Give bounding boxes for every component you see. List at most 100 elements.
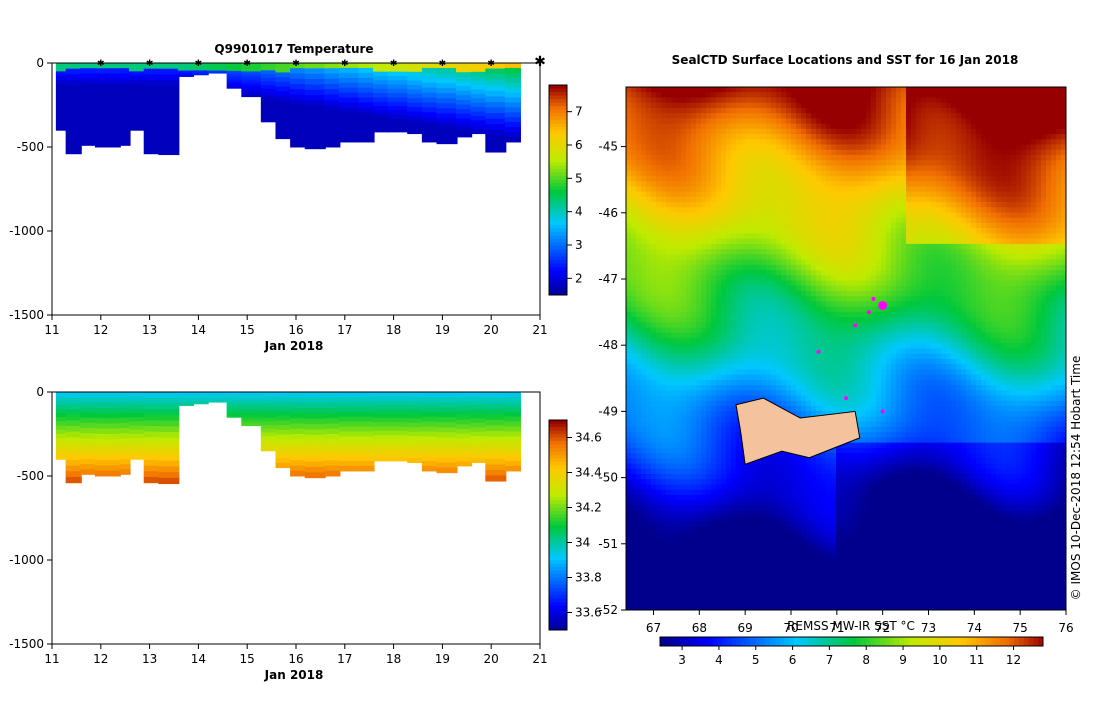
sst-cell: [906, 207, 911, 213]
sst-cell: [796, 213, 801, 219]
sst-cell: [1031, 296, 1036, 302]
sst-cell: [716, 97, 721, 103]
x-tick-label: 17: [337, 323, 352, 337]
sst-cell: [986, 176, 991, 182]
profile-cell: [388, 119, 409, 124]
sst-cell: [741, 155, 746, 161]
sst-cell: [781, 228, 786, 234]
sst-cell: [1041, 301, 1046, 307]
sst-cell: [906, 155, 911, 161]
sst-cell: [976, 171, 981, 177]
sst-cell: [936, 197, 941, 203]
sst-cell: [711, 202, 716, 208]
sst-cell: [666, 87, 671, 93]
sst-cell: [916, 239, 921, 245]
sst-cell: [736, 239, 741, 245]
sst-cell: [891, 291, 896, 297]
profile-cell: [422, 88, 438, 93]
profile-cell: [505, 431, 521, 436]
sst-cell: [776, 145, 781, 151]
sst-cell: [701, 87, 706, 93]
profile-cell: [324, 408, 340, 414]
sst-cell: [691, 171, 696, 177]
profile-cell: [456, 68, 472, 73]
sst-cell: [741, 197, 746, 203]
sst-cell: [671, 97, 676, 103]
profile-cell: [261, 107, 277, 111]
profile-cell: [305, 440, 326, 446]
sst-cell: [836, 239, 841, 245]
sst-cell: [806, 301, 811, 307]
profile-cell: [80, 428, 96, 434]
sst-cell: [706, 312, 711, 318]
sst-cell: [1031, 249, 1036, 255]
sst-cell: [776, 223, 781, 229]
sst-cell: [806, 92, 811, 98]
sst-cell: [1011, 301, 1016, 307]
profile-cell: [437, 427, 458, 433]
sst-cell: [691, 270, 696, 276]
sst-cell: [996, 197, 1001, 203]
sst-cell: [686, 103, 691, 109]
sst-cell: [711, 118, 716, 124]
sst-cell: [741, 202, 746, 208]
sst-cell: [631, 139, 636, 145]
profile-cell: [471, 432, 487, 437]
sst-cell: [876, 281, 881, 287]
sst-cell: [996, 223, 1001, 229]
sst-cell: [961, 129, 966, 135]
sst-cell: [896, 202, 901, 208]
profile-cell: [407, 410, 423, 415]
sst-cell: [971, 92, 976, 98]
sst-cell: [866, 275, 871, 281]
sst-cell: [971, 291, 976, 297]
sst-cell: [821, 218, 826, 224]
profile-cell: [110, 429, 121, 435]
sst-cell: [676, 265, 681, 271]
sst-cell: [761, 270, 766, 276]
sst-cell: [971, 87, 976, 93]
sst-cell: [816, 239, 821, 245]
sst-cell: [956, 97, 961, 103]
sst-cell: [971, 150, 976, 156]
sst-cell: [856, 202, 861, 208]
sst-cell: [636, 171, 641, 177]
sst-cell: [671, 202, 676, 208]
sst-cell: [1056, 296, 1061, 302]
profile-cell: [305, 95, 326, 101]
profile-cell: [56, 413, 67, 418]
sst-cell: [811, 186, 816, 192]
sst-cell: [771, 233, 776, 239]
sst-cell: [1021, 249, 1026, 255]
profile-cell: [373, 435, 389, 440]
sst-cell: [811, 87, 816, 93]
sst-cell: [1026, 244, 1031, 250]
x-tick-label: 16: [288, 323, 303, 337]
sst-cell: [946, 207, 951, 213]
sst-cell: [1041, 124, 1046, 130]
sst-cell: [686, 254, 691, 260]
sst-cell: [926, 103, 931, 109]
sst-cell: [1046, 181, 1051, 187]
sst-cell: [696, 275, 701, 281]
sst-cell: [641, 207, 646, 213]
sst-cell: [866, 181, 871, 187]
profile-cell: [275, 444, 291, 449]
sst-cell: [761, 134, 766, 140]
sst-cell: [1046, 97, 1051, 103]
profile-cell: [66, 466, 82, 472]
sst-cell: [1026, 228, 1031, 234]
sst-cell: [851, 165, 856, 171]
sst-cell: [781, 129, 786, 135]
sst-cell: [721, 239, 726, 245]
sst-cell: [701, 223, 706, 229]
sst-cell: [1001, 155, 1006, 161]
sst-cell: [781, 202, 786, 208]
sst-cell: [846, 286, 851, 292]
sst-cell: [836, 260, 841, 266]
sst-cell: [711, 186, 716, 192]
profile-cell: [437, 432, 458, 438]
profile-cell: [358, 132, 374, 137]
sst-cell: [646, 155, 651, 161]
sst-cell: [931, 176, 936, 182]
